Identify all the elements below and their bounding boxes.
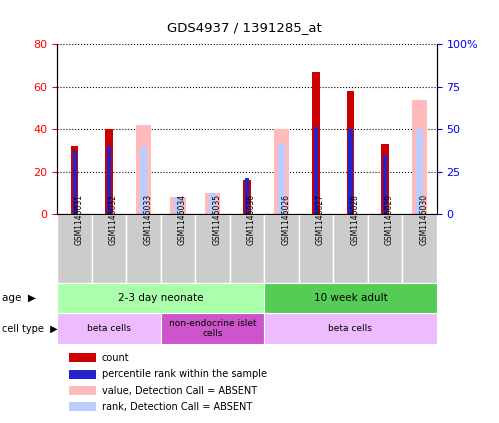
Text: GSM1146026: GSM1146026 <box>281 194 290 245</box>
Bar <box>57 313 161 344</box>
Bar <box>205 193 220 214</box>
Bar <box>69 370 96 379</box>
Bar <box>264 214 299 283</box>
Text: GDS4937 / 1391285_at: GDS4937 / 1391285_at <box>167 21 322 34</box>
Bar <box>57 214 92 283</box>
Text: rank, Detection Call = ABSENT: rank, Detection Call = ABSENT <box>102 402 252 412</box>
Bar <box>412 100 427 214</box>
Bar <box>170 198 186 214</box>
Bar <box>69 386 96 395</box>
Bar <box>314 127 318 214</box>
Bar <box>57 283 264 313</box>
Text: GSM1146033: GSM1146033 <box>144 194 153 245</box>
Bar <box>126 214 161 283</box>
Bar <box>383 155 387 214</box>
Bar <box>107 146 111 214</box>
Bar <box>140 146 147 214</box>
Text: age  ▶: age ▶ <box>2 293 36 303</box>
Text: cell type  ▶: cell type ▶ <box>2 324 58 333</box>
Bar <box>264 313 437 344</box>
Text: 2-3 day neonate: 2-3 day neonate <box>118 293 204 303</box>
Text: GSM1146029: GSM1146029 <box>385 194 394 245</box>
Text: GSM1146031: GSM1146031 <box>75 194 84 245</box>
Text: GSM1146032: GSM1146032 <box>109 194 118 245</box>
Bar <box>174 198 182 214</box>
Bar <box>245 178 249 214</box>
Bar <box>299 214 333 283</box>
Text: non-endocrine islet
cells: non-endocrine islet cells <box>169 319 256 338</box>
Text: value, Detection Call = ABSENT: value, Detection Call = ABSENT <box>102 385 257 396</box>
Text: beta cells: beta cells <box>87 324 131 333</box>
Text: GSM1146030: GSM1146030 <box>419 194 428 245</box>
Text: GSM1146028: GSM1146028 <box>350 195 359 245</box>
Text: 10 week adult: 10 week adult <box>313 293 387 303</box>
Bar <box>69 353 96 362</box>
Bar <box>71 146 78 214</box>
Bar <box>243 180 251 214</box>
Bar <box>402 214 437 283</box>
Bar <box>92 214 126 283</box>
Bar <box>368 214 402 283</box>
Bar <box>416 129 423 214</box>
Bar <box>105 129 113 214</box>
Bar <box>72 151 77 214</box>
Text: percentile rank within the sample: percentile rank within the sample <box>102 369 267 379</box>
Bar <box>264 283 437 313</box>
Text: beta cells: beta cells <box>328 324 372 333</box>
Text: GSM1146027: GSM1146027 <box>316 194 325 245</box>
Bar <box>195 214 230 283</box>
Text: count: count <box>102 353 129 363</box>
Bar <box>274 129 289 214</box>
Bar <box>347 91 354 214</box>
Bar <box>230 214 264 283</box>
Text: GSM1146036: GSM1146036 <box>247 194 256 245</box>
Bar <box>161 214 195 283</box>
Bar <box>161 313 264 344</box>
Bar <box>209 193 217 214</box>
Text: GSM1146035: GSM1146035 <box>213 194 222 245</box>
Text: GSM1146034: GSM1146034 <box>178 194 187 245</box>
Bar <box>277 144 285 214</box>
Bar <box>136 125 151 214</box>
Bar <box>312 72 320 214</box>
Bar <box>69 402 96 411</box>
Bar <box>333 214 368 283</box>
Bar <box>381 144 389 214</box>
Bar <box>348 129 352 214</box>
